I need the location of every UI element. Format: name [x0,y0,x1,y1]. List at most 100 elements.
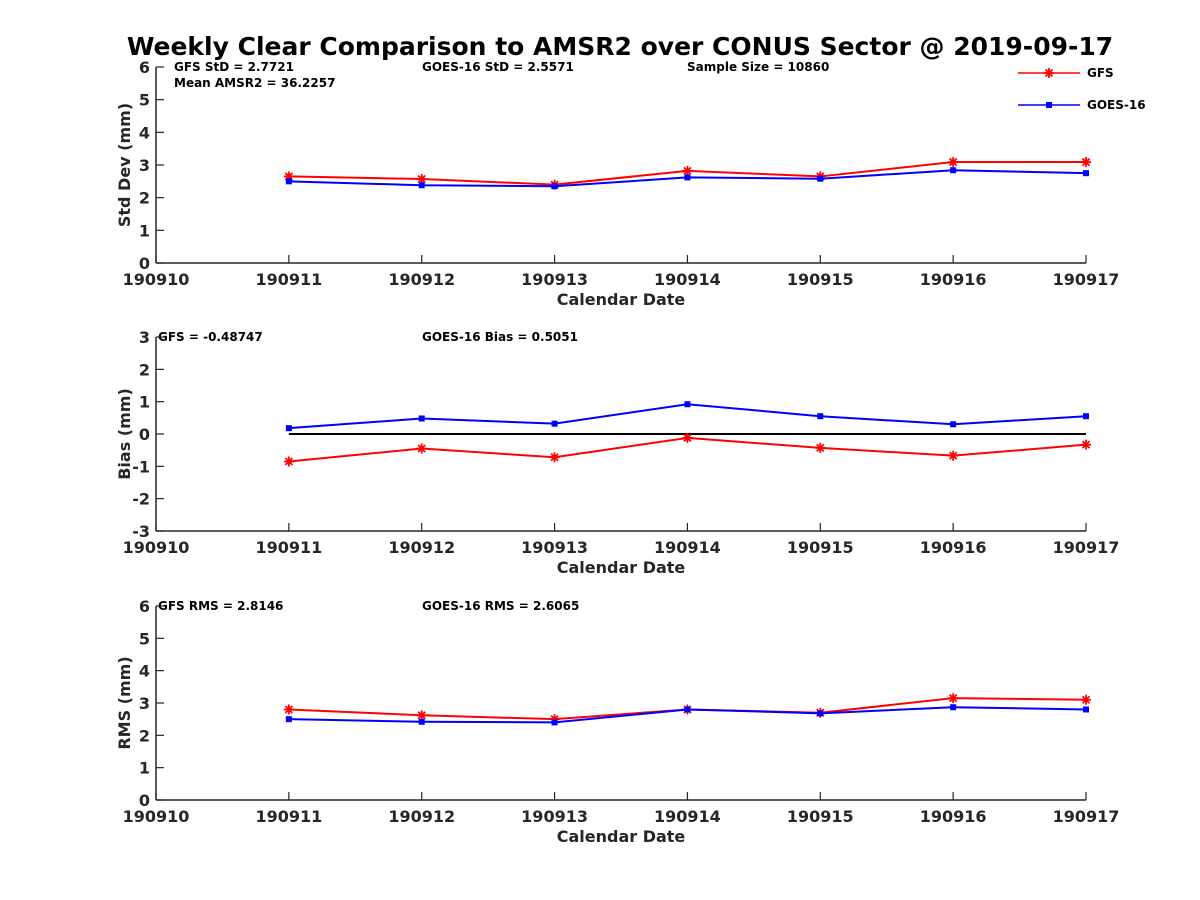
x-tick-label: 190915 [787,807,854,826]
data-point-goes16 [285,716,292,723]
data-point-goes16 [418,718,425,725]
x-tick-label: 190914 [654,270,721,289]
x-axis-label: Calendar Date [557,290,686,309]
legend-label-gfs: GFS [1087,66,1114,80]
data-point-gfs [1081,439,1091,450]
goes16-rms-text: GOES-16 RMS = 2.6065 [422,599,579,613]
data-point-gfs-stroke-3 [417,174,426,184]
data-point-gfs-stroke-3 [417,711,426,720]
y-tick-label: 0 [139,254,150,273]
x-tick-label: 190910 [123,270,190,289]
data-point-goes16 [1083,170,1089,177]
data-point-gfs-stroke-3 [949,451,958,460]
y-tick-label: 5 [139,629,150,648]
gfs-rms-text: GFS RMS = 2.8146 [158,599,283,613]
panel-1-annotations: GFS StD = 2.7721 GOES-16 StD = 2.5571 Sa… [174,60,829,90]
x-tick-label: 190917 [1053,538,1120,557]
data-point-gfs [283,456,294,467]
x-tick-label: 190913 [521,807,588,826]
data-point-goes16 [285,425,292,432]
x-tick-label: 190913 [521,270,588,289]
y-tick-label: -3 [132,522,150,541]
x-tick-label: 190915 [787,538,854,557]
gfs-std-text: GFS StD = 2.7721 [174,60,294,74]
legend-asterisk [1044,68,1054,78]
data-point-goes16 [817,413,824,420]
legend-marker-gfs [1044,68,1054,78]
data-point-gfs [1081,694,1091,705]
y-axis-label: Bias (mm) [115,388,134,480]
data-point-gfs [948,693,959,704]
legend-asterisk-stroke-3 [1044,68,1054,78]
y-tick-label: 3 [139,694,150,713]
data-point-gfs [416,710,427,721]
data-point-gfs [682,432,693,443]
sample-size-text: Sample Size = 10860 [687,60,829,74]
x-tick-label: 190916 [920,807,987,826]
y-tick-label: 3 [139,328,150,347]
data-point-gfs-stroke-3 [683,166,692,176]
panel-3: 0 1 2 3 4 5 6 190910 190911 190912 190913 190914 190… [115,597,1119,846]
data-point-goes16 [285,178,292,185]
data-point-goes16 [551,719,558,726]
y-tick-label: 2 [139,189,150,208]
legend: GFS GOES-16 [1018,66,1146,112]
series-line-goes16 [288,403,1087,430]
data-point-goes16 [1083,706,1089,713]
y-tick-label: 4 [139,662,150,681]
x-tick-label: 190911 [255,538,322,557]
panel-1: 0 1 2 3 4 5 6 190910 190911 190912 190913 190914 190… [115,58,1119,309]
data-point-goes16 [684,401,691,408]
panel-2-annotations: GFS = -0.48747 GOES-16 Bias = 0.5051 [158,330,578,344]
y-axis-label: RMS (mm) [115,656,134,749]
y-tick-label: 2 [139,360,150,379]
x-tick-label: 190912 [388,807,455,826]
x-tick-label: 190910 [123,538,190,557]
data-point-gfs-stroke-3 [683,433,692,443]
data-point-gfs [682,165,693,176]
data-point-goes16 [950,421,957,428]
data-point-goes16 [817,710,824,717]
y-tick-label: 1 [139,221,150,240]
x-tick-label: 190915 [787,270,854,289]
data-point-gfs-stroke-3 [949,157,958,167]
y-tick-label: 6 [139,597,150,616]
data-point-gfs [948,157,959,168]
data-point-goes16 [950,704,957,711]
y-axis-label: Std Dev (mm) [115,103,134,227]
x-tick-label: 190913 [521,538,588,557]
data-point-goes16 [817,175,824,182]
x-tick-label: 190910 [123,807,190,826]
panel-3-annotations: GFS RMS = 2.8146 GOES-16 RMS = 2.6065 [158,599,579,613]
y-tick-label: 2 [139,726,150,745]
data-point-gfs-stroke-3 [1081,695,1091,704]
x-tick-label: 190912 [388,270,455,289]
goes16-std-text: GOES-16 StD = 2.5571 [422,60,574,74]
data-point-goes16 [684,174,691,181]
chart-title: Weekly Clear Comparison to AMSR2 over CO… [127,32,1113,61]
y-tick-label: 6 [139,58,150,77]
y-tick-label: 3 [139,156,150,175]
x-axis-label: Calendar Date [557,558,686,577]
y-tick-label: 1 [139,759,150,778]
data-point-gfs [815,442,826,453]
data-point-gfs-stroke-3 [949,694,958,703]
data-point-gfs-stroke-3 [417,444,426,453]
data-point-gfs-stroke-3 [1081,157,1091,167]
data-point-gfs-stroke-3 [550,453,559,462]
x-tick-label: 190912 [388,538,455,557]
data-point-goes16 [551,183,558,190]
data-point-goes16 [950,167,957,174]
data-point-gfs [416,443,427,454]
x-axis-label: Calendar Date [557,827,686,846]
mean-amsr2-text: Mean AMSR2 = 36.2257 [174,76,335,90]
data-point-gfs [549,452,560,463]
x-tick-label: 190916 [920,538,987,557]
y-tick-label: -2 [132,490,150,509]
x-tick-label: 190911 [255,807,322,826]
data-point-goes16 [684,706,691,713]
y-tick-label: 0 [139,425,150,444]
data-point-goes16 [1083,413,1089,420]
y-tick-label: 4 [139,123,150,142]
